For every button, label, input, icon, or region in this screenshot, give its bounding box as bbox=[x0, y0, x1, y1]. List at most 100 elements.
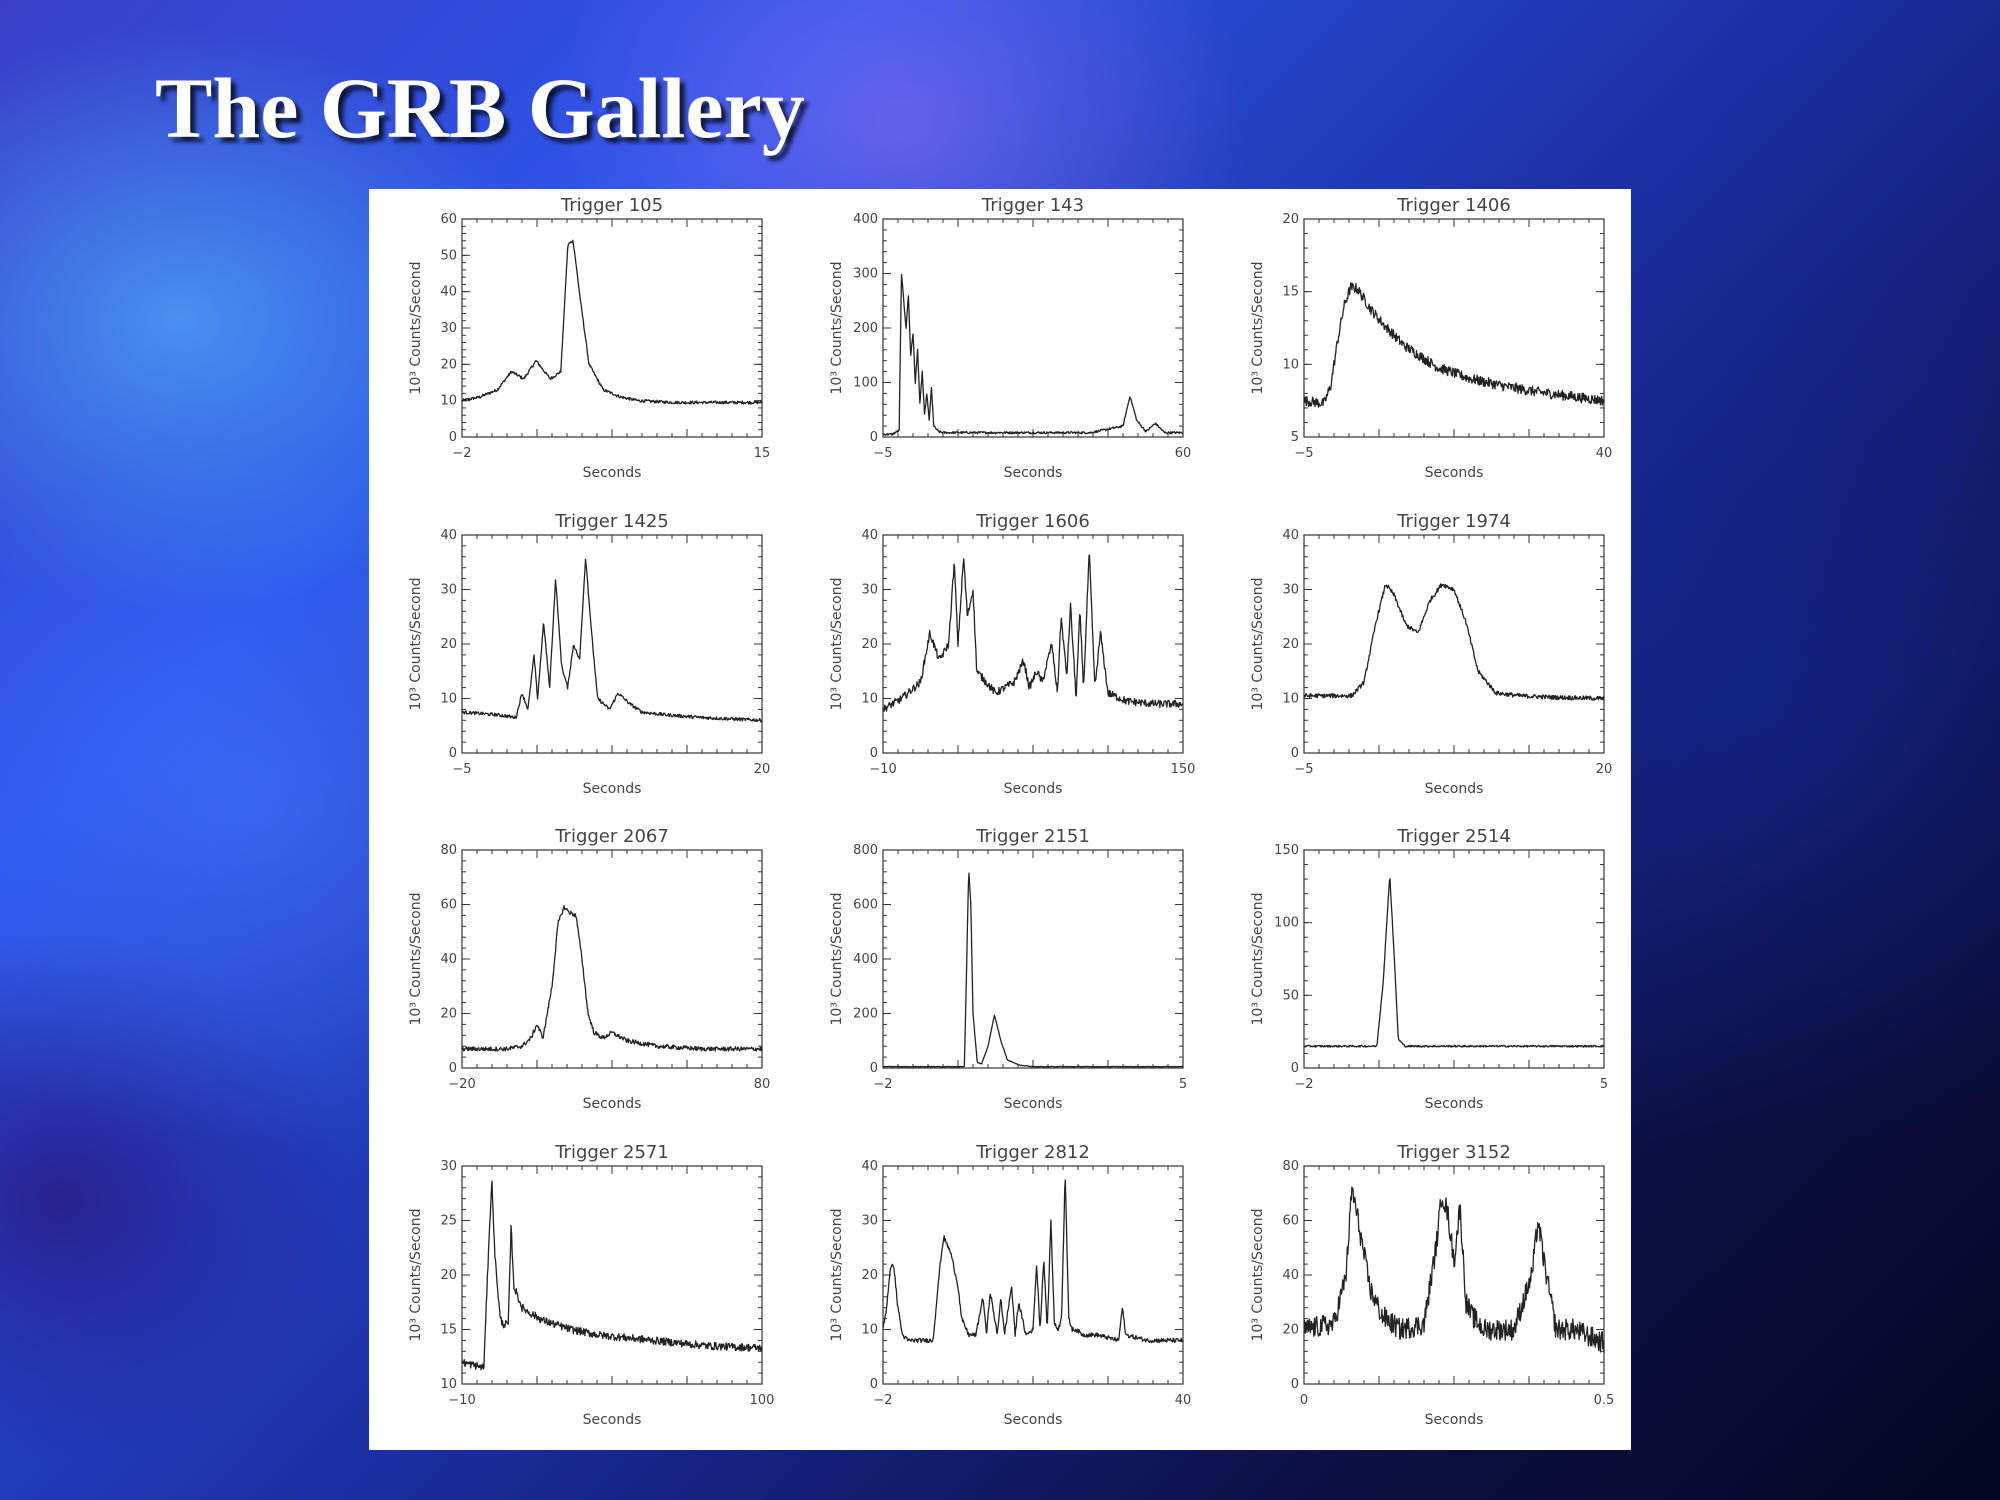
y-axis-label: 10³ Counts/Second bbox=[1250, 893, 1266, 1026]
x-tick-label: 100 bbox=[750, 1393, 775, 1408]
y-tick-label: 100 bbox=[853, 376, 878, 391]
y-tick-label: 0 bbox=[1291, 1377, 1299, 1392]
x-tick-label: 40 bbox=[1175, 1393, 1192, 1408]
y-axis-label: 10³ Counts/Second bbox=[408, 1209, 424, 1342]
y-axis-label: 10³ Counts/Second bbox=[408, 893, 424, 1026]
light-curve-panel-6: Trigger 1974 0 10 20 30 40 −5 20 Seconds 10³ Coun… bbox=[1250, 511, 1612, 797]
y-tick-label: 10 bbox=[861, 692, 878, 707]
y-axis-label: 10³ Counts/Second bbox=[1250, 1209, 1266, 1342]
y-tick-label: 0 bbox=[870, 1377, 878, 1392]
y-tick-label: 40 bbox=[861, 1159, 878, 1174]
y-tick-label: 20 bbox=[440, 637, 457, 652]
y-tick-label: 20 bbox=[440, 1268, 457, 1283]
y-tick-label: 10 bbox=[440, 1377, 457, 1392]
plot-frame bbox=[1303, 534, 1605, 754]
y-tick-label: 15 bbox=[440, 1323, 457, 1338]
y-tick-label: 10 bbox=[440, 394, 457, 409]
y-tick-label: 10 bbox=[440, 692, 457, 707]
x-tick-label: 15 bbox=[754, 446, 771, 461]
x-tick-label: −10 bbox=[869, 762, 896, 777]
y-tick-label: 40 bbox=[1282, 528, 1299, 543]
y-tick-label: 0 bbox=[870, 746, 878, 761]
y-tick-label: 30 bbox=[440, 321, 457, 336]
light-curve-series bbox=[882, 554, 1184, 713]
plot-frame bbox=[461, 534, 763, 754]
panel-title: Trigger 1606 bbox=[975, 511, 1090, 532]
y-tick-label: 40 bbox=[440, 952, 457, 967]
y-tick-label: 40 bbox=[861, 528, 878, 543]
x-tick-label: −2 bbox=[873, 1077, 892, 1092]
plot-frame bbox=[1303, 218, 1605, 438]
y-tick-label: 20 bbox=[861, 637, 878, 652]
y-tick-label: 80 bbox=[440, 843, 457, 858]
x-tick-label: −10 bbox=[448, 1393, 475, 1408]
light-curve-panel-1: Trigger 105 0 10 20 30 40 50 60 −2 15 Seconds 10³ C… bbox=[408, 195, 770, 481]
light-curve-panel-2: Trigger 143 0 100 200 300 400 −5 60 Seconds 10³ C… bbox=[829, 195, 1191, 481]
y-tick-label: 300 bbox=[853, 267, 878, 282]
panel-title: Trigger 2812 bbox=[975, 1142, 1090, 1163]
y-tick-label: 30 bbox=[440, 583, 457, 598]
x-tick-label: −2 bbox=[452, 446, 471, 461]
y-tick-label: 30 bbox=[440, 1159, 457, 1174]
x-tick-label: 5 bbox=[1179, 1077, 1187, 1092]
y-tick-label: 80 bbox=[1282, 1159, 1299, 1174]
y-tick-label: 200 bbox=[853, 1007, 878, 1022]
y-tick-label: 60 bbox=[1282, 1214, 1299, 1229]
y-tick-label: 0 bbox=[1291, 1061, 1299, 1076]
light-curve-panel-10: Trigger 2571 10 15 20 25 30 −10 100 Seconds 10³ C… bbox=[408, 1142, 774, 1428]
y-tick-label: 400 bbox=[853, 952, 878, 967]
x-axis-label: Seconds bbox=[583, 1412, 642, 1428]
panel-title: Trigger 2151 bbox=[975, 826, 1090, 847]
x-tick-label: 20 bbox=[754, 762, 771, 777]
light-curve-series bbox=[461, 1180, 763, 1371]
y-tick-label: 0 bbox=[870, 1061, 878, 1076]
y-tick-label: 20 bbox=[1282, 212, 1299, 227]
light-curve-series bbox=[1303, 1186, 1605, 1353]
y-tick-label: 200 bbox=[853, 321, 878, 336]
x-tick-label: 0.5 bbox=[1594, 1393, 1615, 1408]
y-tick-label: 40 bbox=[1282, 1268, 1299, 1283]
x-tick-label: −2 bbox=[1294, 1077, 1313, 1092]
panel-title: Trigger 105 bbox=[560, 195, 663, 216]
x-axis-label: Seconds bbox=[583, 781, 642, 797]
y-tick-label: 150 bbox=[1274, 843, 1299, 858]
y-tick-label: 40 bbox=[440, 285, 457, 300]
light-curve-panel-8: Trigger 2151 0 200 400 600 800 −2 5 Seconds 10³ C… bbox=[829, 826, 1187, 1112]
plot-frame bbox=[461, 1165, 763, 1385]
x-tick-label: −5 bbox=[873, 446, 892, 461]
x-axis-label: Seconds bbox=[1004, 781, 1063, 797]
x-axis-label: Seconds bbox=[583, 465, 642, 481]
x-axis-label: Seconds bbox=[583, 1096, 642, 1112]
x-tick-label: 5 bbox=[1600, 1077, 1608, 1092]
y-tick-label: 20 bbox=[440, 357, 457, 372]
light-curve-series bbox=[461, 558, 763, 723]
light-curve-panel-11: Trigger 2812 0 10 20 30 40 −2 40 Seconds 10³ Coun… bbox=[829, 1142, 1191, 1428]
slide-title: The GRB Gallery bbox=[155, 60, 805, 156]
y-tick-label: 25 bbox=[440, 1214, 457, 1229]
light-curve-series bbox=[1303, 282, 1605, 408]
light-curve-series bbox=[461, 905, 763, 1052]
panel-title: Trigger 2067 bbox=[554, 826, 669, 847]
light-curve-panel-5: Trigger 1606 0 10 20 30 40 −10 150 Seconds 10³ Co… bbox=[829, 511, 1195, 797]
y-tick-label: 40 bbox=[440, 528, 457, 543]
y-tick-label: 400 bbox=[853, 212, 878, 227]
x-tick-label: −20 bbox=[448, 1077, 475, 1092]
panel-title: Trigger 1974 bbox=[1396, 511, 1511, 532]
y-tick-label: 30 bbox=[861, 1214, 878, 1229]
x-tick-label: −2 bbox=[873, 1393, 892, 1408]
x-tick-label: 20 bbox=[1596, 762, 1613, 777]
plot-frame bbox=[461, 849, 763, 1069]
y-axis-label: 10³ Counts/Second bbox=[1250, 262, 1266, 395]
y-tick-label: 20 bbox=[1282, 637, 1299, 652]
light-curve-series bbox=[1303, 583, 1605, 701]
panel-title: Trigger 1425 bbox=[554, 511, 669, 532]
light-curve-panel-7: Trigger 2067 0 20 40 60 80 −20 80 Seconds 10³ Cou… bbox=[408, 826, 770, 1112]
y-axis-label: 10³ Counts/Second bbox=[829, 262, 845, 395]
x-tick-label: 60 bbox=[1175, 446, 1192, 461]
x-axis-label: Seconds bbox=[1425, 1412, 1484, 1428]
y-axis-label: 10³ Counts/Second bbox=[829, 578, 845, 711]
light-curve-series bbox=[882, 1179, 1184, 1344]
plot-frame bbox=[461, 218, 763, 438]
y-tick-label: 30 bbox=[861, 583, 878, 598]
y-axis-label: 10³ Counts/Second bbox=[408, 578, 424, 711]
